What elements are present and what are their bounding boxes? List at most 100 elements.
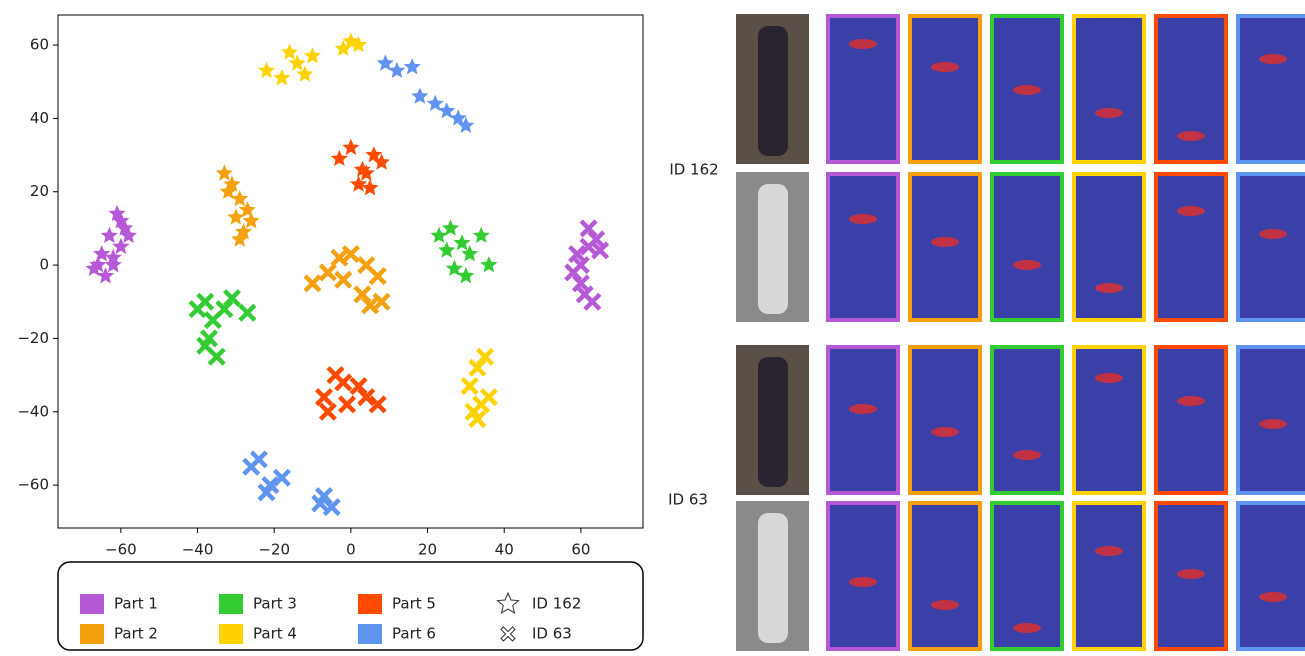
legend-swatch [358,594,382,614]
heatmap [992,347,1062,493]
heatmap-hotspot [849,39,877,49]
point [258,62,275,78]
point [431,227,448,243]
legend-label: Part 5 [392,595,436,613]
point [273,69,290,85]
y-tick-label: 0 [39,256,49,274]
x-tick-label: −40 [182,541,214,559]
point [216,164,233,180]
point [250,450,268,468]
heatmap-hotspot [931,600,959,610]
heatmap-hotspot [849,214,877,224]
heatmap [1074,174,1144,320]
legend-label: ID 63 [532,625,572,643]
legend-label: Part 6 [392,625,436,643]
heatmap [1074,347,1144,493]
x-tick-label: 40 [495,541,514,559]
y-tick-label: −60 [17,476,49,494]
heatmap-hotspot [1013,450,1041,460]
heatmap-hotspot [1013,623,1041,633]
point [93,245,110,261]
heatmap [910,16,980,162]
point [411,87,428,103]
legend-label: Part 2 [114,625,158,643]
heatmap-hotspot [1177,396,1205,406]
x-tick-label: 60 [571,541,590,559]
heatmap-hotspot [1259,54,1287,64]
heatmap [828,174,898,320]
point [388,62,405,78]
x-tick-label: 0 [346,541,356,559]
figure: ID 162 ID 63 −60−40−200204060−60−40−2002… [0,0,1305,652]
heatmap-hotspot [1095,108,1123,118]
heatmap-hotspot [1095,546,1123,556]
point [334,271,352,289]
heatmap [1156,174,1226,320]
point [480,388,498,406]
heatmap [828,16,898,162]
y-tick-label: 60 [30,36,49,54]
legend-label: Part 4 [253,625,297,643]
legend-label: Part 3 [253,595,297,613]
point [480,256,497,272]
heatmap [1238,503,1305,649]
heatmap [910,503,980,649]
heatmap-hotspot [1177,569,1205,579]
heatmap [1238,16,1305,162]
heatmap [1074,503,1144,649]
point [319,263,337,281]
point [583,293,601,311]
point [101,227,118,243]
legend-swatch [358,624,382,644]
legend-swatch [219,624,243,644]
point [473,227,490,243]
row-label: ID 63 [668,491,708,509]
point [231,190,248,206]
legend-swatch [80,624,104,644]
heatmap [1238,174,1305,320]
heatmap-hotspot [1095,373,1123,383]
heatmap [992,174,1062,320]
heatmap [1156,347,1226,493]
point [438,241,455,257]
x-tick-label: −20 [258,541,290,559]
heatmap-hotspot [849,404,877,414]
heatmap-hotspot [1259,229,1287,239]
heatmap [910,347,980,493]
point [304,274,322,292]
point [105,256,122,272]
legend-label: ID 162 [532,595,581,613]
photo-figure [758,26,788,156]
y-tick-label: 40 [30,109,49,127]
legend-swatch [219,594,243,614]
y-tick-label: −20 [17,329,49,347]
heatmap-hotspot [1013,85,1041,95]
x-tick-label: −60 [105,541,137,559]
point [338,395,356,413]
x-tick-label: 20 [418,541,437,559]
point [404,58,421,74]
point [331,150,348,166]
legend-swatch [80,594,104,614]
point [281,43,298,59]
point [342,139,359,155]
page: ID 162 ID 63 −60−40−200204060−60−40−2002… [0,0,1305,656]
point [196,293,214,311]
point [227,208,244,224]
point [454,234,471,250]
heatmap-hotspot [1259,592,1287,602]
legend-label: Part 1 [114,595,158,613]
point [304,47,321,63]
heatmap [828,503,898,649]
point [238,304,256,322]
photo-figure [758,184,788,314]
point [315,388,333,406]
photo-figure [758,357,788,487]
heatmap-hotspot [931,62,959,72]
heatmap-hotspot [1013,260,1041,270]
y-tick-label: −40 [17,402,49,420]
photo-figure [758,513,788,643]
heatmap-hotspot [849,577,877,587]
point [461,377,479,395]
plot-frame [58,15,643,528]
